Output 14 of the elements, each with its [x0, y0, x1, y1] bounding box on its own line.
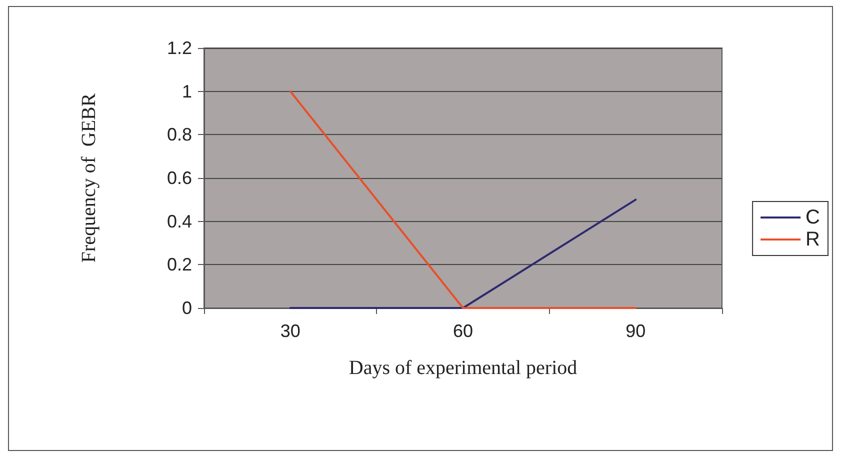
x-tick-label: 90 [626, 321, 646, 341]
y-tick-label: 0.6 [166, 168, 192, 188]
legend-label: C [806, 206, 820, 228]
y-tick-label: 0.8 [166, 124, 192, 145]
legend-label: R [806, 228, 820, 250]
y-tick-label: 1 [182, 81, 192, 102]
x-tick-label: 60 [452, 321, 474, 341]
y-tick-label: 0.2 [166, 254, 192, 275]
y-axis-title: Frequency of GEBR [78, 92, 100, 263]
y-tick-label: 1.2 [166, 38, 192, 58]
x-axis-title: Days of experimental period [348, 357, 578, 379]
y-tick-label: 0 [182, 298, 192, 318]
y-tick-label: 0.4 [166, 211, 192, 232]
x-tick-label: 30 [280, 321, 300, 341]
